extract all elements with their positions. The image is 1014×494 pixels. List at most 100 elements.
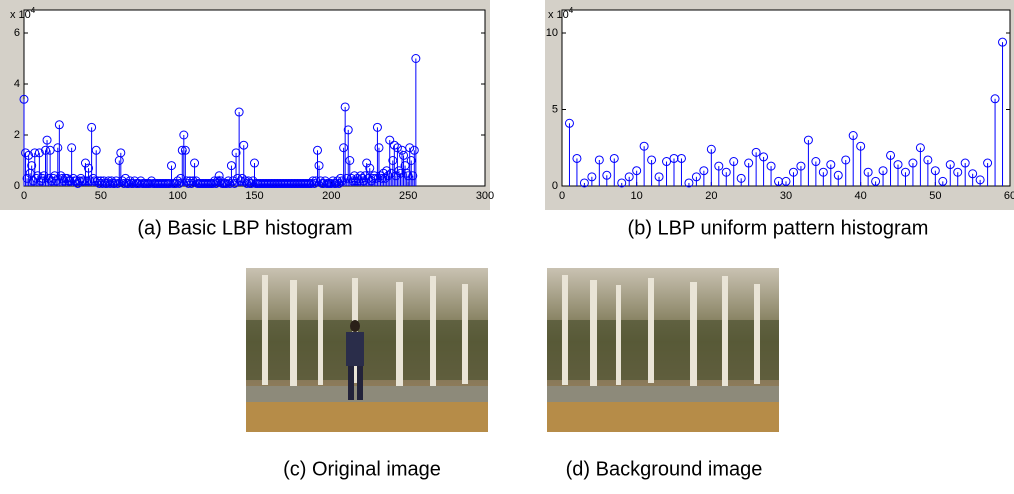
stem-marker bbox=[632, 166, 642, 176]
stem-marker bbox=[953, 167, 963, 177]
stem-marker bbox=[968, 169, 978, 179]
stem-marker bbox=[41, 145, 51, 155]
stem-marker bbox=[833, 170, 843, 180]
y-multiplier: x 104 bbox=[548, 6, 574, 21]
stem-marker bbox=[37, 173, 47, 183]
stem-marker bbox=[402, 168, 412, 178]
stem-marker bbox=[781, 176, 791, 186]
stem-marker bbox=[654, 172, 664, 182]
stem-marker bbox=[699, 166, 709, 176]
stem-marker bbox=[609, 153, 619, 163]
stem-marker bbox=[42, 135, 52, 145]
stem-marker bbox=[250, 158, 259, 168]
stem-marker bbox=[923, 155, 933, 165]
stem-marker bbox=[647, 155, 657, 165]
stem-marker bbox=[21, 148, 31, 158]
stem-marker bbox=[572, 153, 582, 163]
stem-marker bbox=[796, 161, 806, 171]
y-multiplier-exponent: 4 bbox=[31, 6, 36, 15]
stem-marker bbox=[80, 158, 90, 168]
stem-marker bbox=[343, 125, 353, 135]
stem-marker bbox=[856, 141, 866, 151]
stem-marker bbox=[759, 152, 769, 162]
y-multiplier: x 104 bbox=[10, 6, 36, 21]
stem-marker bbox=[306, 178, 316, 188]
stem-marker bbox=[399, 150, 409, 160]
stem-marker bbox=[120, 173, 130, 183]
stem-marker bbox=[811, 157, 821, 167]
stem-marker bbox=[107, 176, 117, 186]
y-tick-label: 4 bbox=[14, 78, 20, 90]
stem-marker bbox=[91, 145, 101, 155]
stem-marker bbox=[76, 173, 86, 183]
stem-marker bbox=[406, 156, 416, 165]
stem-marker bbox=[182, 176, 192, 186]
stem-marker bbox=[173, 176, 183, 186]
stem-marker bbox=[706, 144, 716, 154]
stem-marker bbox=[848, 131, 858, 141]
stem-marker bbox=[405, 143, 415, 153]
stem-marker bbox=[983, 158, 993, 168]
stem-marker bbox=[863, 167, 873, 177]
stem-marker bbox=[662, 157, 672, 167]
stem-marker bbox=[242, 178, 252, 188]
stem-marker bbox=[22, 173, 32, 183]
plot-area bbox=[23, 9, 486, 187]
x-tick-label: 30 bbox=[780, 190, 792, 202]
stem-marker bbox=[84, 163, 94, 173]
stem-marker bbox=[803, 135, 813, 145]
stem-marker bbox=[237, 173, 247, 183]
stem-marker bbox=[736, 173, 746, 183]
x-tick-label: 200 bbox=[322, 190, 340, 202]
stem-marker bbox=[392, 143, 402, 153]
stem-marker bbox=[340, 102, 350, 112]
stem-marker bbox=[579, 178, 589, 188]
stem-marker bbox=[389, 140, 399, 150]
y-multiplier-base: x 10 bbox=[548, 9, 569, 21]
stem-marker bbox=[366, 176, 376, 186]
stem-marker bbox=[960, 158, 970, 168]
stem-marker bbox=[362, 158, 372, 168]
stem-marker bbox=[234, 107, 244, 117]
stem-marker bbox=[67, 143, 77, 153]
y-tick-label: 0 bbox=[552, 180, 558, 192]
stem-marker bbox=[357, 173, 367, 183]
stem-marker bbox=[564, 118, 574, 128]
stem-marker bbox=[826, 160, 836, 170]
stem-marker bbox=[729, 157, 739, 167]
y-tick-label: 0 bbox=[14, 180, 20, 192]
stem-marker bbox=[388, 156, 398, 165]
stem-marker bbox=[408, 171, 418, 181]
stem-marker bbox=[177, 145, 187, 155]
stem-marker bbox=[617, 178, 627, 188]
stem-marker bbox=[354, 176, 364, 186]
stem-marker bbox=[714, 161, 724, 171]
stem-marker bbox=[30, 148, 40, 158]
stem-marker bbox=[214, 171, 224, 181]
stem-marker bbox=[691, 172, 701, 182]
stem-marker bbox=[24, 150, 34, 160]
stem-marker bbox=[377, 173, 387, 183]
stem-marker bbox=[411, 54, 421, 63]
stem-marker bbox=[391, 171, 401, 181]
stem-marker bbox=[167, 161, 177, 171]
stem-marker bbox=[403, 171, 413, 181]
stem-marker bbox=[602, 170, 612, 180]
stem-marker bbox=[180, 145, 190, 155]
stem-marker bbox=[385, 135, 395, 145]
stem-marker bbox=[684, 178, 694, 188]
stem-marker bbox=[639, 141, 649, 151]
stem-marker bbox=[179, 130, 189, 140]
stem-marker bbox=[594, 155, 604, 165]
stem-marker bbox=[990, 94, 1000, 104]
stem-marker bbox=[190, 158, 200, 168]
x-tick-label: 40 bbox=[855, 190, 867, 202]
x-tick-label: 100 bbox=[168, 190, 186, 202]
stem-marker bbox=[33, 171, 43, 181]
x-tick-label: 0 bbox=[559, 190, 565, 202]
stem-marker bbox=[230, 178, 240, 188]
stem-marker bbox=[225, 178, 235, 188]
stem-marker bbox=[886, 150, 896, 160]
stem-marker bbox=[788, 167, 798, 177]
